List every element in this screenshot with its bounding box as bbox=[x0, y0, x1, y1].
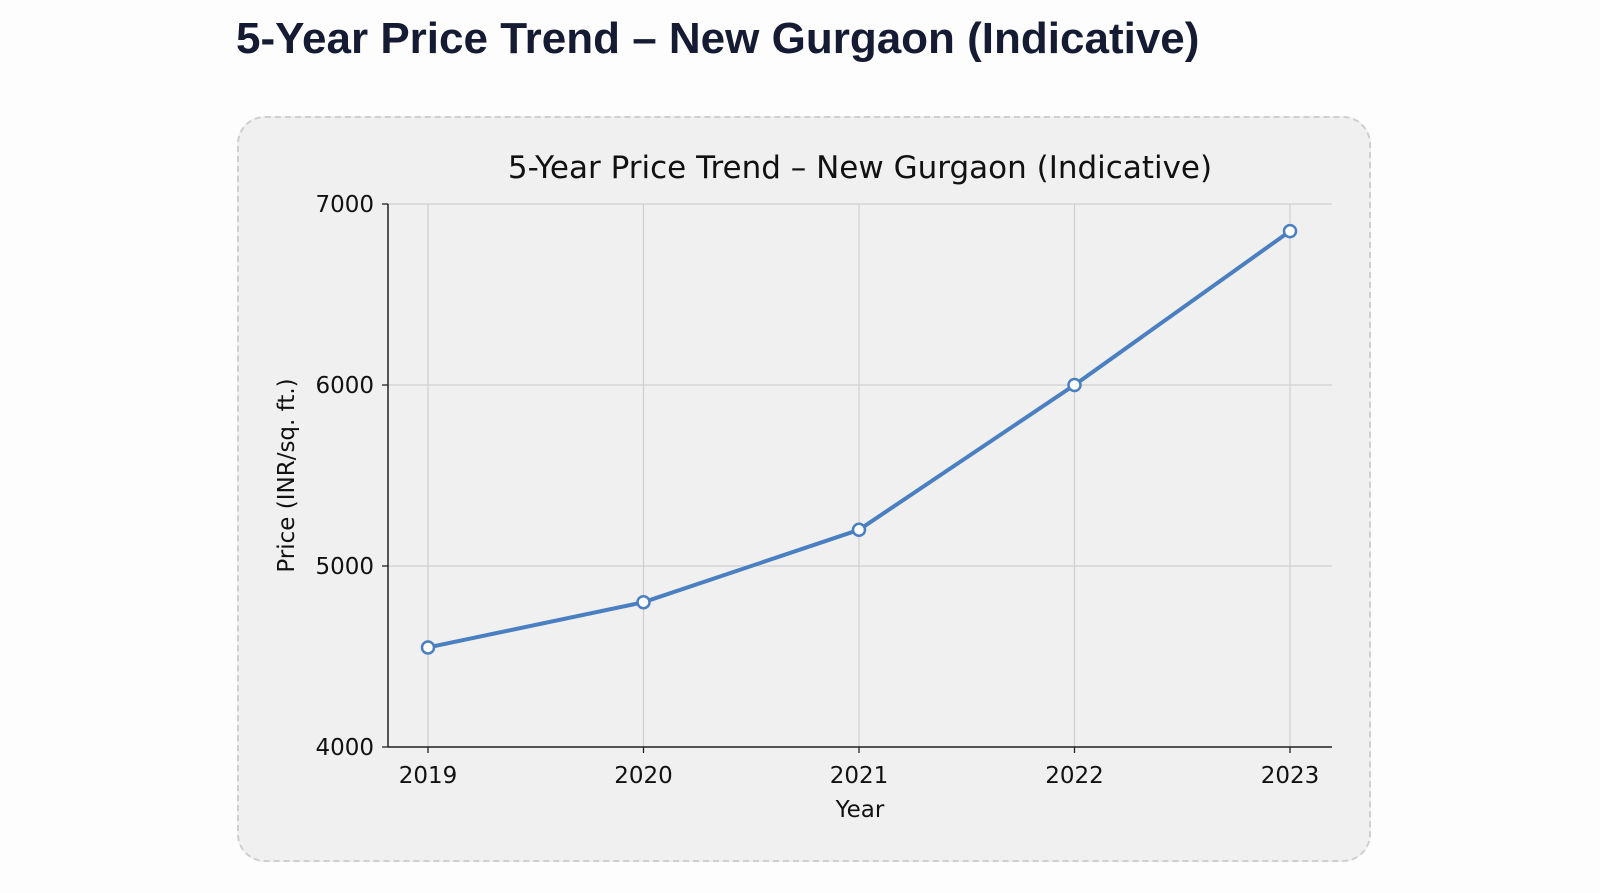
page-heading: 5-Year Price Trend – New Gurgaon (Indica… bbox=[236, 14, 1200, 63]
data-point bbox=[851, 522, 867, 538]
y-tick-label: 4000 bbox=[315, 735, 374, 761]
y-tick-label: 6000 bbox=[315, 373, 374, 399]
x-tick-label: 2022 bbox=[1045, 763, 1104, 789]
data-point bbox=[1282, 223, 1298, 239]
data-point bbox=[420, 640, 436, 655]
data-point bbox=[1067, 377, 1082, 393]
x-tick-label: 2020 bbox=[614, 763, 673, 789]
x-tick-label: 2023 bbox=[1261, 763, 1320, 789]
x-tick-label: 2021 bbox=[830, 763, 889, 789]
y-tick-label: 7000 bbox=[315, 192, 374, 218]
y-tick-label: 5000 bbox=[315, 554, 374, 580]
y-axis-label: Price (INR/sq. ft.) bbox=[274, 378, 300, 572]
x-axis-label: Year bbox=[835, 797, 885, 823]
x-tick-label: 2019 bbox=[399, 763, 458, 789]
chart-card bbox=[237, 116, 1371, 862]
data-point bbox=[636, 594, 651, 610]
chart-title: 5-Year Price Trend – New Gurgaon (Indica… bbox=[508, 150, 1212, 186]
